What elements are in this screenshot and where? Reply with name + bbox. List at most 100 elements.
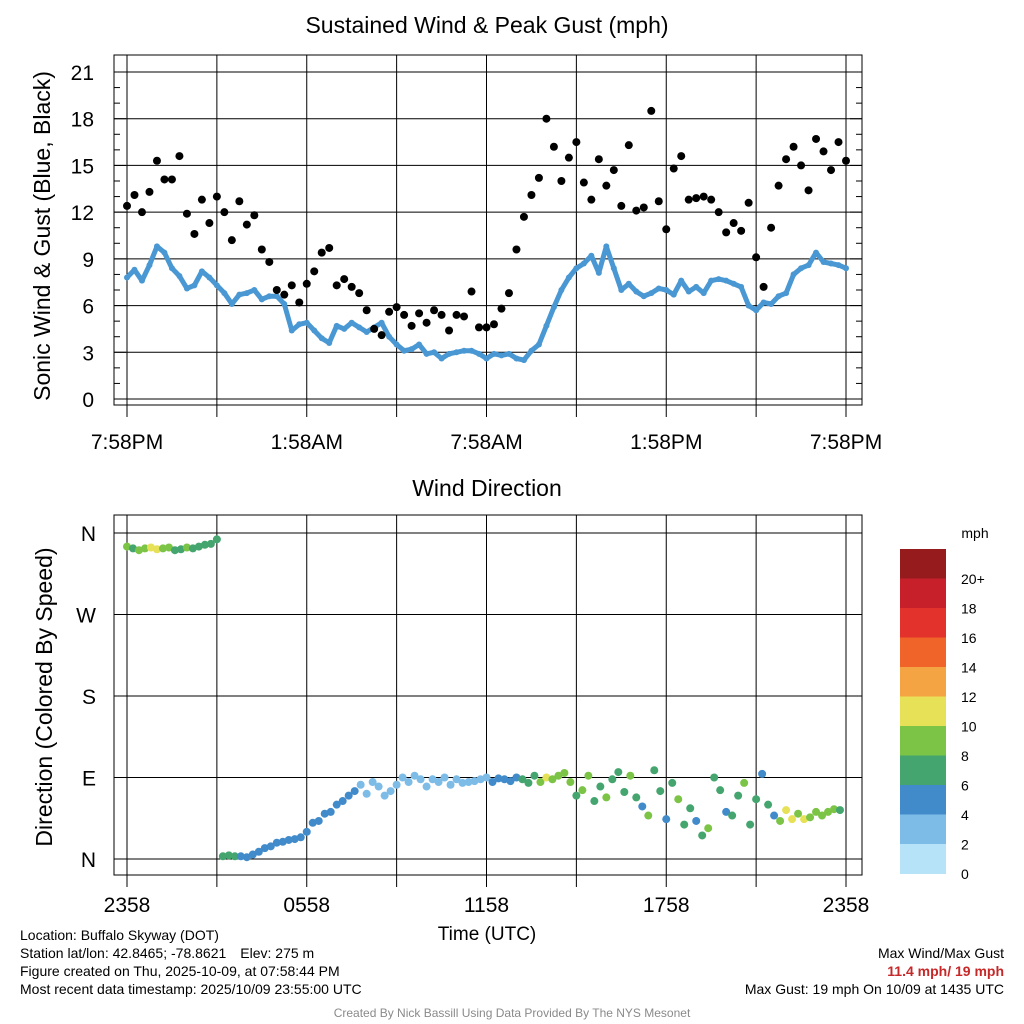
- sustained-wind-point: [610, 265, 617, 272]
- wind-direction-point: [518, 775, 527, 784]
- peak-gust-point: [684, 195, 693, 204]
- colorbar-swatch: [900, 637, 946, 668]
- peak-gust-point: [654, 197, 663, 206]
- peak-gust-point: [842, 156, 850, 165]
- bottom-x-tick-label: 2358: [104, 894, 151, 917]
- wind-direction-point: [650, 766, 659, 775]
- sustained-wind-point: [505, 350, 512, 357]
- peak-gust-point: [662, 225, 671, 234]
- sustained-wind-point: [124, 274, 130, 281]
- wind-direction-point: [764, 800, 773, 809]
- peak-gust-point: [152, 156, 161, 165]
- colorbar-swatch: [900, 696, 946, 727]
- sustained-wind-point: [805, 262, 812, 269]
- wind-direction-point: [182, 543, 191, 552]
- wind-direction-point: [272, 838, 281, 847]
- sustained-wind-point: [813, 249, 820, 256]
- colorbar-swatch: [900, 578, 946, 609]
- sustained-wind-point: [558, 287, 565, 293]
- wind-direction-point: [224, 851, 233, 860]
- sustained-wind-point: [640, 293, 647, 300]
- top-y-tick-label: 6: [82, 296, 94, 319]
- bottom-chart-ylabel: Direction (Colored By Speed): [31, 547, 57, 846]
- sustained-wind-point: [446, 350, 453, 357]
- wind-direction-point: [602, 793, 611, 802]
- wind-direction-point: [464, 778, 473, 787]
- max-summary: Max Wind/Max Gust 11.4 mph/ 19 mph Max G…: [745, 944, 1004, 998]
- bottom-chart-title: Wind Direction: [412, 475, 562, 501]
- sustained-wind-point: [828, 260, 835, 267]
- peak-gust-point: [744, 198, 753, 207]
- sustained-wind-point: [408, 346, 415, 353]
- sustained-wind-point: [273, 293, 280, 300]
- sustained-wind-point: [318, 335, 325, 342]
- wind-direction-point: [332, 800, 341, 809]
- sustained-wind-point: [693, 283, 700, 290]
- peak-gust-point: [534, 173, 543, 182]
- peak-gust-point: [579, 178, 588, 187]
- peak-gust-point: [415, 309, 424, 318]
- sustained-wind-point: [595, 269, 602, 276]
- peak-gust-point: [362, 306, 371, 315]
- sustained-wind-point: [303, 319, 310, 326]
- max-gust-note: Max Gust: 19 mph On 10/09 at 1435 UTC: [744, 981, 1004, 997]
- wind-direction-point: [200, 540, 209, 549]
- peak-gust-point: [512, 245, 521, 254]
- bottom-plot-frame: [113, 514, 863, 876]
- peak-gust-point: [497, 304, 506, 313]
- peak-gust-point: [242, 220, 251, 229]
- colorbar-tick-label: 10: [961, 718, 977, 734]
- peak-gust-point: [504, 289, 513, 298]
- top-y-tick-label: 15: [71, 155, 94, 178]
- peak-gust-point: [632, 206, 641, 215]
- wind-direction-point: [836, 806, 845, 815]
- peak-gust-point: [572, 138, 581, 147]
- sustained-wind-point: [326, 339, 333, 346]
- wind-direction-point: [662, 815, 671, 824]
- top-y-tick-label: 21: [71, 62, 94, 85]
- peak-gust-point: [699, 192, 708, 201]
- max-title: Max Wind/Max Gust: [877, 945, 1004, 961]
- peak-gust-point: [460, 312, 469, 321]
- peak-gust-point: [430, 306, 439, 315]
- sustained-wind-point: [685, 288, 692, 295]
- wind-direction-point: [404, 778, 413, 787]
- top-chart-ylabel: Sonic Wind & Gust (Blue, Black): [29, 71, 55, 401]
- colorbar-swatch: [900, 608, 946, 638]
- wind-direction-point: [668, 778, 677, 787]
- sustained-wind-point: [243, 290, 250, 297]
- sustained-wind-point: [258, 296, 265, 303]
- wind-direction-point: [614, 768, 623, 777]
- wind-direction-point: [626, 771, 635, 780]
- sustained-wind-point: [655, 285, 662, 292]
- sustained-wind-point: [138, 277, 145, 284]
- wind-direction-point: [296, 833, 305, 842]
- wind-direction-point: [560, 768, 569, 777]
- peak-gust-point: [355, 289, 364, 298]
- wind-direction-point: [812, 807, 821, 816]
- wind-direction-point: [458, 778, 467, 787]
- sustained-wind-point: [625, 280, 632, 287]
- wind-direction-point: [782, 806, 791, 815]
- wind-direction-point: [314, 816, 323, 825]
- sustained-wind-point: [603, 243, 610, 250]
- wind-direction-point: [236, 852, 245, 861]
- sustained-wind-point: [198, 268, 205, 275]
- wind-direction-point: [704, 824, 713, 833]
- peak-gust-point: [489, 320, 498, 329]
- sustained-wind-point: [580, 260, 587, 267]
- sustained-wind-point: [161, 249, 168, 256]
- sustained-wind-point: [490, 350, 497, 357]
- peak-gust-point: [482, 323, 491, 332]
- wind-direction-point: [578, 786, 587, 795]
- peak-gust-point: [392, 303, 401, 312]
- wind-direction-point: [674, 795, 683, 804]
- wind-direction-point: [446, 780, 455, 789]
- colorbar-swatch: [900, 726, 946, 756]
- peak-gust-point: [564, 153, 573, 162]
- colorbar-tick-label: 14: [961, 659, 977, 675]
- peak-gust-point: [819, 147, 828, 156]
- wind-direction-point: [752, 795, 761, 804]
- wind-direction-point: [788, 815, 797, 824]
